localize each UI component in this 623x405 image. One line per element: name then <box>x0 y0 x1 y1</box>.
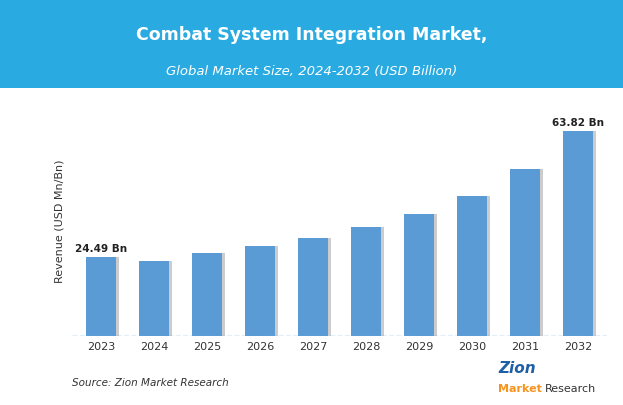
Text: Market: Market <box>498 383 542 393</box>
Text: 24.49 Bn: 24.49 Bn <box>75 244 127 254</box>
Text: Global Market Size, 2024-2032 (USD Billion): Global Market Size, 2024-2032 (USD Billi… <box>166 64 457 77</box>
Bar <box>245 246 275 336</box>
Bar <box>139 262 169 336</box>
Text: Combat System Integration Market,: Combat System Integration Market, <box>136 26 487 43</box>
FancyBboxPatch shape <box>89 258 119 336</box>
Text: Source: Zion Market Research: Source: Zion Market Research <box>72 377 229 387</box>
Text: Zion: Zion <box>498 360 536 375</box>
FancyBboxPatch shape <box>354 227 384 336</box>
Bar <box>86 258 116 336</box>
Bar <box>404 215 434 336</box>
Bar <box>298 239 328 336</box>
FancyBboxPatch shape <box>460 197 490 336</box>
Bar <box>351 227 381 336</box>
FancyBboxPatch shape <box>142 262 172 336</box>
Text: CAGR : 11.23%: CAGR : 11.23% <box>124 119 234 132</box>
Y-axis label: Revenue (USD Mn/Bn): Revenue (USD Mn/Bn) <box>55 159 65 282</box>
Bar <box>457 197 487 336</box>
FancyBboxPatch shape <box>566 132 596 336</box>
FancyBboxPatch shape <box>195 254 225 336</box>
Bar <box>510 169 540 336</box>
FancyBboxPatch shape <box>407 215 437 336</box>
FancyBboxPatch shape <box>302 239 331 336</box>
FancyBboxPatch shape <box>513 169 543 336</box>
FancyBboxPatch shape <box>249 246 278 336</box>
Text: Research: Research <box>545 383 596 393</box>
Bar <box>563 132 593 336</box>
Text: 63.82 Bn: 63.82 Bn <box>552 118 604 128</box>
Bar <box>192 254 222 336</box>
